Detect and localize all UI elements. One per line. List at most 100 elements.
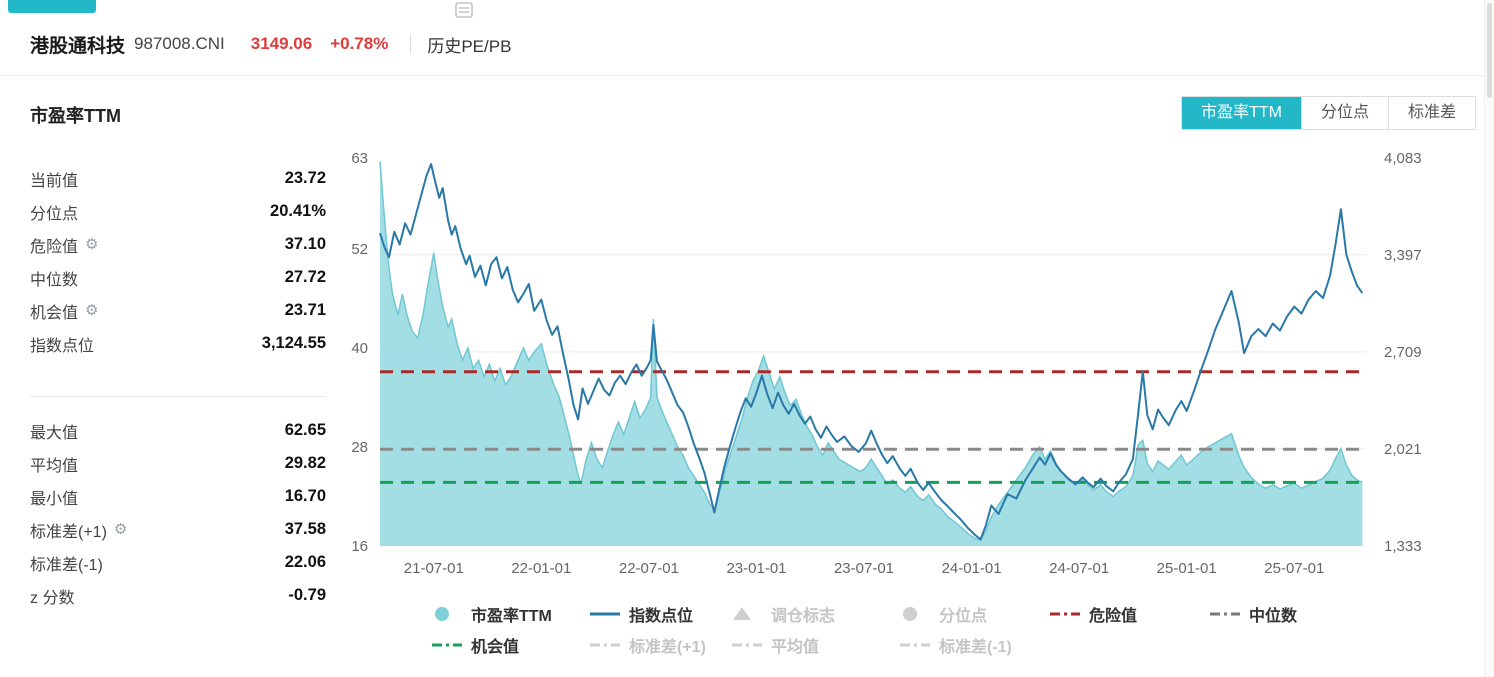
- left-axis-label: 28: [351, 439, 368, 456]
- stat-value: 29.82: [284, 454, 326, 472]
- x-axis-label: 25-01-01: [1157, 560, 1217, 577]
- legend-label: 标准差(-1): [939, 639, 1012, 656]
- x-axis-label: 23-07-01: [834, 560, 894, 577]
- index-change: +0.78%: [330, 34, 389, 53]
- legend-item-6[interactable]: 机会值: [432, 634, 590, 656]
- stat-row-max: 最大值 62.65: [30, 414, 326, 447]
- stat-label: z 分数: [30, 589, 75, 607]
- stat-label: 分位点: [30, 205, 79, 223]
- legend-label: 调仓标志: [771, 608, 836, 625]
- legend-item-3[interactable]: 分位点: [900, 603, 1050, 625]
- stat-value: 3,124.55: [261, 334, 326, 352]
- dot-legend-symbol: [435, 607, 449, 621]
- left-axis-label: 16: [351, 538, 368, 555]
- legend-label: 机会值: [471, 639, 520, 656]
- stat-value: -0.79: [288, 586, 326, 604]
- stat-label: 指数点位: [30, 337, 95, 355]
- stat-label: 平均值: [30, 457, 79, 475]
- legend-item-9[interactable]: 标准差(-1): [900, 634, 1050, 656]
- stat-value: 22.06: [284, 553, 326, 571]
- stat-label: 标准差(-1): [30, 556, 103, 574]
- legend-item-2[interactable]: 调仓标志: [732, 603, 900, 625]
- x-axis-label: 25-07-01: [1264, 560, 1324, 577]
- x-axis-label: 22-07-01: [619, 560, 679, 577]
- left-axis-label: 63: [351, 150, 368, 167]
- panel-icon[interactable]: [455, 2, 473, 18]
- stat-row-stddev-minus1: 标准差(-1) 22.06: [30, 546, 326, 579]
- index-header: 港股通科技 987008.CNI 3149.06 +0.78% 历史PE/PB: [30, 26, 511, 62]
- x-axis-label: 23-01-01: [726, 560, 786, 577]
- metric-tabs: 市盈率TTM 分位点 标准差: [1181, 96, 1476, 130]
- legend-label: 平均值: [771, 639, 820, 656]
- chart-legend: 市盈率TTM 指数点位 调仓标志 分位点 危险值 中位数机会值 标准差(+1) 平均值 标准差(…: [432, 603, 1340, 656]
- dashdot-legend-symbol: [732, 643, 762, 647]
- x-axis-label: 21-07-01: [404, 560, 464, 577]
- dashdot-legend-symbol: [900, 643, 930, 647]
- stat-label: 标准差(+1) ⚙: [30, 521, 128, 541]
- stat-value: 27.72: [284, 268, 326, 286]
- stat-row-mean: 平均值 29.82: [30, 447, 326, 480]
- dashdot-legend-symbol: [1210, 612, 1240, 616]
- right-axis-label: 3,397: [1384, 247, 1422, 264]
- dashdot-legend-symbol: [590, 643, 620, 647]
- stat-label: 当前值: [30, 172, 79, 190]
- gear-icon[interactable]: ⚙: [113, 521, 128, 538]
- legend-item-5[interactable]: 中位数: [1210, 603, 1340, 625]
- index-line: [379, 163, 1364, 541]
- stat-row-danger: 危险值 ⚙ 37.10: [30, 228, 326, 261]
- top-teal-button[interactable]: [8, 0, 96, 13]
- legend-item-8[interactable]: 平均值: [732, 634, 900, 656]
- stat-value: 20.41%: [270, 202, 326, 220]
- x-axis-label: 22-01-01: [511, 560, 571, 577]
- index-name: 港股通科技: [30, 35, 126, 57]
- left-axis-label: 52: [351, 241, 368, 258]
- stat-label: 最大值: [30, 424, 79, 442]
- right-axis-label: 2,709: [1384, 344, 1422, 361]
- stat-row-opportunity: 机会值 ⚙ 23.71: [30, 294, 326, 327]
- legend-item-4[interactable]: 危险值: [1050, 603, 1210, 625]
- stat-label: 中位数: [30, 271, 79, 289]
- stat-row-percentile: 分位点 20.41%: [30, 195, 326, 228]
- legend-item-7[interactable]: 标准差(+1): [590, 634, 732, 656]
- line-legend-symbol: [590, 612, 620, 616]
- gear-icon[interactable]: ⚙: [85, 236, 99, 253]
- tab-pe-ttm[interactable]: 市盈率TTM: [1182, 97, 1301, 129]
- stat-value: 23.71: [284, 301, 326, 319]
- dashdot-legend-symbol: [432, 643, 462, 647]
- history-pe-pb-link[interactable]: 历史PE/PB: [427, 36, 512, 56]
- right-axis-label: 1,333: [1384, 538, 1422, 555]
- index-code: 987008.CNI: [134, 34, 225, 53]
- right-axis-label: 4,083: [1384, 150, 1422, 167]
- stat-row-median: 中位数 27.72: [30, 261, 326, 294]
- scrollbar-thumb[interactable]: [1487, 3, 1492, 98]
- stat-value: 62.65: [284, 421, 326, 439]
- stat-value: 37.10: [284, 235, 326, 253]
- x-axis-label: 24-07-01: [1049, 560, 1109, 577]
- legend-item-0[interactable]: 市盈率TTM: [432, 603, 590, 625]
- stat-row-stddev-plus1: 标准差(+1) ⚙ 37.58: [30, 513, 326, 546]
- triangle-legend-symbol: [733, 607, 751, 620]
- tab-percentile[interactable]: 分位点: [1300, 97, 1388, 129]
- stat-row-zscore: z 分数 -0.79: [30, 579, 326, 612]
- x-axis-label: 24-01-01: [942, 560, 1002, 577]
- legend-label: 分位点: [939, 608, 988, 625]
- dot-legend-symbol: [903, 607, 917, 621]
- stat-label: 最小值: [30, 490, 79, 508]
- chart-area: 63 52 40 28 16 4,083 3,397 2,709 2,021 1,333 21-07…: [340, 148, 1490, 593]
- right-axis-label: 2,021: [1384, 441, 1422, 458]
- legend-label: 指数点位: [629, 608, 694, 625]
- legend-label: 危险值: [1089, 608, 1138, 625]
- stat-value: 37.58: [284, 520, 326, 538]
- stats-panel: 当前值 23.72 分位点 20.41% 危险值 ⚙ 37.10 中位数 27.7…: [30, 162, 326, 612]
- scrollbar[interactable]: [1484, 0, 1494, 677]
- section-title: 市盈率TTM: [30, 106, 121, 126]
- legend-item-1[interactable]: 指数点位: [590, 603, 732, 625]
- stat-value: 23.72: [284, 169, 326, 187]
- stat-row-min: 最小值 16.70: [30, 480, 326, 513]
- index-price: 3149.06: [250, 34, 313, 53]
- valuation-chart[interactable]: 63 52 40 28 16 4,083 3,397 2,709 2,021 1,333 21-07…: [340, 148, 1490, 593]
- tab-stddev[interactable]: 标准差: [1387, 97, 1475, 129]
- gear-icon[interactable]: ⚙: [85, 302, 99, 319]
- header-divider: [0, 75, 1494, 76]
